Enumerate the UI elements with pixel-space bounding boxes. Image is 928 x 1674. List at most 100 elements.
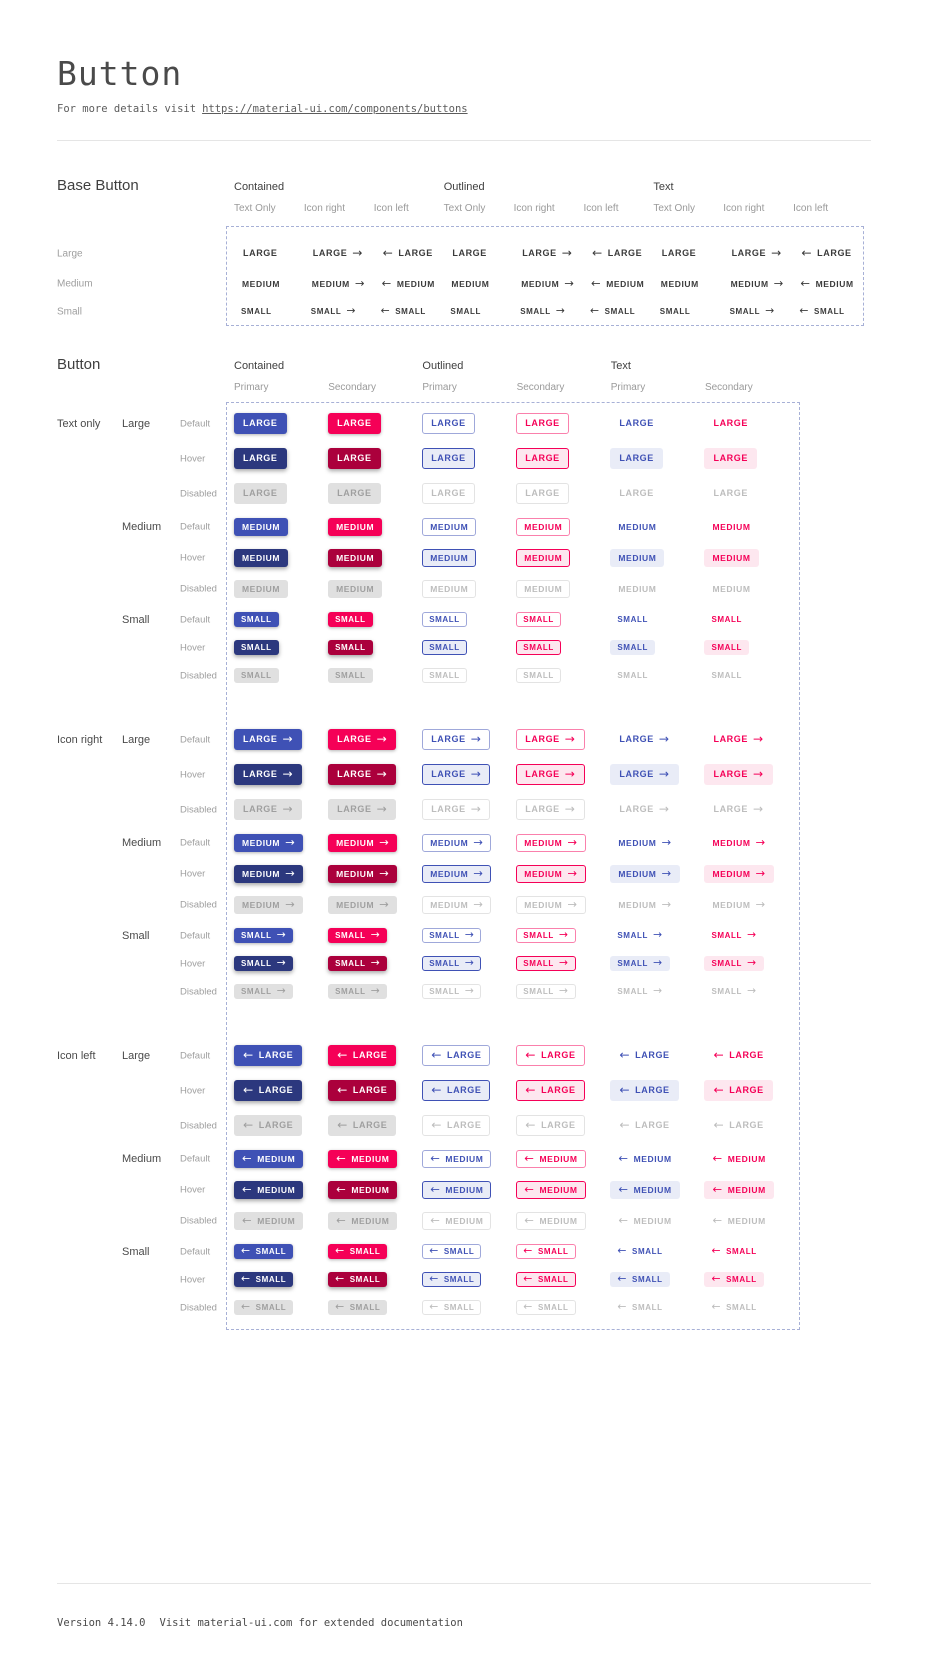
button-outlined-primary-icon-left-small-hover[interactable]: ← SMALL [422,1272,482,1287]
button-contained-secondary-icon-right-large-hover[interactable]: LARGE → [328,764,397,785]
button-contained-secondary-text-only-large-default[interactable]: LARGE [328,413,381,434]
button-outlined-secondary-icon-left-medium-disabled[interactable]: ← MEDIUM [516,1212,586,1230]
button-text-secondary-text-only-large-disabled[interactable]: LARGE [704,483,757,504]
base-button-contained-icon-right-large[interactable]: LARGE → [304,243,372,264]
button-contained-secondary-icon-right-medium-default[interactable]: MEDIUM → [328,834,398,852]
button-text-primary-icon-right-large-default[interactable]: LARGE → [610,729,678,750]
button-outlined-primary-icon-left-medium-hover[interactable]: ← MEDIUM [422,1181,492,1199]
button-text-primary-icon-left-small-disabled[interactable]: ← SMALL [610,1300,669,1315]
button-outlined-primary-icon-left-large-default[interactable]: ← LARGE [422,1045,491,1066]
button-outlined-primary-icon-right-large-hover[interactable]: LARGE → [422,764,491,785]
button-outlined-secondary-icon-right-small-default[interactable]: SMALL → [516,928,576,943]
button-text-primary-icon-left-large-default[interactable]: ← LARGE [610,1045,678,1066]
button-outlined-secondary-icon-right-medium-default[interactable]: MEDIUM → [516,834,586,852]
button-text-primary-text-only-small-default[interactable]: SMALL [610,612,655,627]
button-contained-secondary-icon-right-large-disabled[interactable]: LARGE → [328,799,397,820]
button-outlined-secondary-text-only-small-disabled[interactable]: SMALL [516,668,561,683]
button-outlined-primary-text-only-medium-default[interactable]: MEDIUM [422,518,477,536]
button-outlined-primary-icon-left-medium-default[interactable]: ← MEDIUM [422,1150,492,1168]
button-text-primary-icon-right-large-hover[interactable]: LARGE → [610,764,679,785]
button-outlined-primary-icon-right-medium-default[interactable]: MEDIUM → [422,834,492,852]
button-contained-secondary-icon-right-small-hover[interactable]: SMALL → [328,956,388,971]
button-text-secondary-icon-right-medium-hover[interactable]: MEDIUM → [704,865,774,883]
button-contained-secondary-icon-left-small-disabled[interactable]: ← SMALL [328,1300,388,1315]
button-text-secondary-icon-right-large-default[interactable]: LARGE → [704,729,772,750]
button-text-primary-text-only-small-hover[interactable]: SMALL [610,640,655,655]
button-contained-secondary-icon-left-large-disabled[interactable]: ← LARGE [328,1115,397,1136]
button-contained-primary-icon-right-small-default[interactable]: SMALL → [234,928,294,943]
base-button-text-text-only-large[interactable]: LARGE [653,243,706,264]
button-outlined-primary-icon-left-small-disabled[interactable]: ← SMALL [422,1300,482,1315]
button-text-secondary-text-only-small-hover[interactable]: SMALL [704,640,750,655]
button-contained-secondary-text-only-small-hover[interactable]: SMALL [328,640,373,655]
button-contained-secondary-text-only-small-default[interactable]: SMALL [328,612,373,627]
button-contained-primary-icon-right-small-hover[interactable]: SMALL → [234,956,294,971]
button-contained-primary-icon-right-medium-disabled[interactable]: MEDIUM → [234,896,304,914]
button-contained-primary-text-only-medium-disabled[interactable]: MEDIUM [234,580,289,598]
base-button-outlined-icon-left-small[interactable]: ← SMALL [583,304,642,319]
base-button-contained-icon-right-medium[interactable]: MEDIUM → [304,275,373,293]
button-outlined-primary-icon-left-small-default[interactable]: ← SMALL [422,1244,482,1259]
button-contained-primary-icon-left-large-disabled[interactable]: ← LARGE [234,1115,303,1136]
button-contained-secondary-icon-right-medium-disabled[interactable]: MEDIUM → [328,896,398,914]
button-outlined-primary-text-only-large-hover[interactable]: LARGE [422,448,475,469]
button-text-primary-icon-right-large-disabled[interactable]: LARGE → [610,799,678,820]
button-contained-secondary-text-only-medium-hover[interactable]: MEDIUM [328,549,383,567]
base-button-outlined-text-only-medium[interactable]: MEDIUM [443,275,497,293]
button-contained-primary-icon-left-medium-disabled[interactable]: ← MEDIUM [234,1212,304,1230]
base-button-outlined-text-only-large[interactable]: LARGE [443,243,496,264]
button-text-secondary-icon-right-large-hover[interactable]: LARGE → [704,764,773,785]
button-contained-primary-icon-left-large-default[interactable]: ← LARGE [234,1045,303,1066]
button-contained-primary-icon-left-medium-default[interactable]: ← MEDIUM [234,1150,304,1168]
button-contained-primary-text-only-large-hover[interactable]: LARGE [234,448,287,469]
button-outlined-secondary-icon-left-large-disabled[interactable]: ← LARGE [516,1115,585,1136]
button-contained-primary-icon-left-large-hover[interactable]: ← LARGE [234,1080,303,1101]
button-outlined-secondary-text-only-large-default[interactable]: LARGE [516,413,569,434]
button-text-primary-icon-right-small-hover[interactable]: SMALL → [610,956,670,971]
button-outlined-secondary-icon-right-large-disabled[interactable]: LARGE → [516,799,585,820]
button-text-secondary-icon-left-small-disabled[interactable]: ← SMALL [704,1300,763,1315]
base-button-contained-icon-left-small[interactable]: ← SMALL [374,304,433,319]
button-contained-secondary-text-only-medium-default[interactable]: MEDIUM [328,518,383,536]
button-text-primary-text-only-medium-hover[interactable]: MEDIUM [610,549,665,567]
button-contained-secondary-icon-right-large-default[interactable]: LARGE → [328,729,397,750]
button-contained-primary-text-only-small-default[interactable]: SMALL [234,612,279,627]
button-text-primary-text-only-large-hover[interactable]: LARGE [610,448,663,469]
docs-link[interactable]: https://material-ui.com/components/butto… [202,103,468,115]
button-contained-secondary-icon-left-medium-disabled[interactable]: ← MEDIUM [328,1212,398,1230]
base-button-contained-text-only-medium[interactable]: MEDIUM [234,275,288,293]
button-contained-secondary-text-only-small-disabled[interactable]: SMALL [328,668,373,683]
base-button-contained-text-only-small[interactable]: SMALL [234,304,279,319]
button-text-secondary-icon-right-small-hover[interactable]: SMALL → [704,956,764,971]
button-outlined-secondary-icon-left-medium-hover[interactable]: ← MEDIUM [516,1181,586,1199]
button-outlined-primary-text-only-small-hover[interactable]: SMALL [422,640,467,655]
button-contained-secondary-icon-right-medium-hover[interactable]: MEDIUM → [328,865,398,883]
base-button-text-text-only-small[interactable]: SMALL [653,304,698,319]
button-outlined-secondary-text-only-medium-disabled[interactable]: MEDIUM [516,580,571,598]
button-outlined-primary-text-only-medium-hover[interactable]: MEDIUM [422,549,477,567]
base-button-text-icon-left-large[interactable]: ← LARGE [792,243,860,264]
button-contained-primary-text-only-large-disabled[interactable]: LARGE [234,483,287,504]
button-outlined-primary-text-only-small-disabled[interactable]: SMALL [422,668,467,683]
button-outlined-primary-text-only-small-default[interactable]: SMALL [422,612,467,627]
button-text-primary-icon-left-medium-default[interactable]: ← MEDIUM [610,1150,679,1168]
button-outlined-secondary-icon-right-medium-disabled[interactable]: MEDIUM → [516,896,586,914]
button-outlined-secondary-icon-left-medium-default[interactable]: ← MEDIUM [516,1150,586,1168]
button-outlined-secondary-icon-left-small-disabled[interactable]: ← SMALL [516,1300,576,1315]
button-contained-secondary-text-only-medium-disabled[interactable]: MEDIUM [328,580,383,598]
button-contained-primary-icon-left-small-default[interactable]: ← SMALL [234,1244,294,1259]
button-text-primary-text-only-medium-default[interactable]: MEDIUM [610,518,664,536]
button-contained-primary-icon-right-small-disabled[interactable]: SMALL → [234,984,294,999]
button-outlined-secondary-text-only-medium-default[interactable]: MEDIUM [516,518,571,536]
button-outlined-primary-icon-left-large-hover[interactable]: ← LARGE [422,1080,491,1101]
button-contained-primary-icon-left-medium-hover[interactable]: ← MEDIUM [234,1181,304,1199]
button-contained-secondary-text-only-large-hover[interactable]: LARGE [328,448,381,469]
button-outlined-primary-icon-right-small-hover[interactable]: SMALL → [422,956,482,971]
button-outlined-primary-icon-right-medium-hover[interactable]: MEDIUM → [422,865,492,883]
button-contained-secondary-icon-left-small-default[interactable]: ← SMALL [328,1244,388,1259]
button-outlined-secondary-icon-right-medium-hover[interactable]: MEDIUM → [516,865,586,883]
button-text-secondary-text-only-small-disabled[interactable]: SMALL [704,668,749,683]
button-outlined-primary-icon-right-large-default[interactable]: LARGE → [422,729,491,750]
button-outlined-secondary-icon-right-small-hover[interactable]: SMALL → [516,956,576,971]
button-text-secondary-icon-right-medium-disabled[interactable]: MEDIUM → [704,896,773,914]
